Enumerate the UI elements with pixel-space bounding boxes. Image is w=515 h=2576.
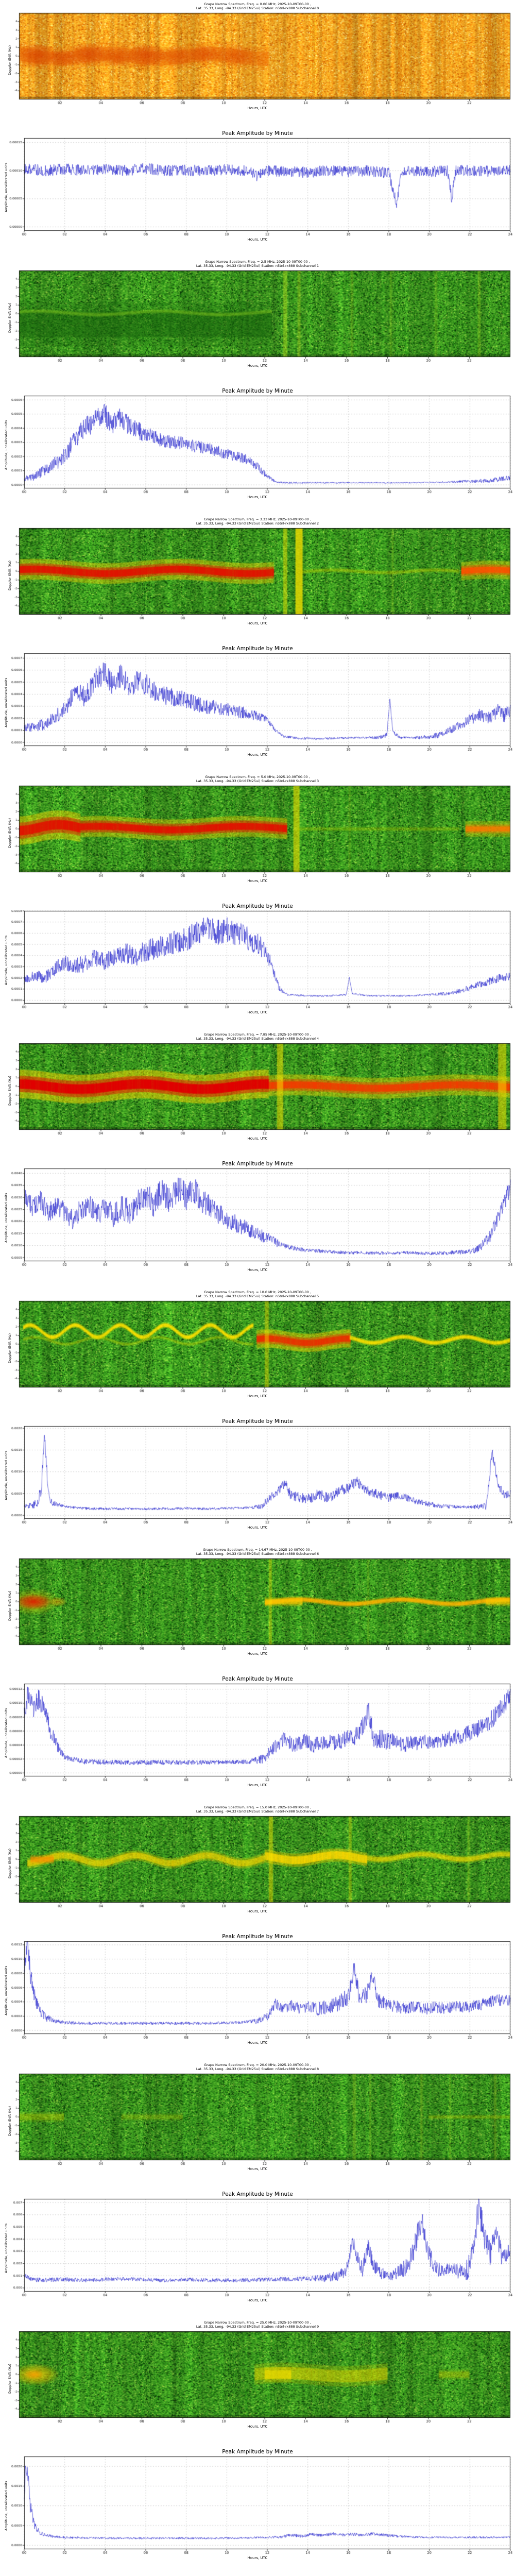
amplitude-plot-canvas: [0, 1683, 515, 1784]
x-axis-label: Hours, UTC: [247, 495, 268, 499]
chart-title: Peak Amplitude by Minute: [222, 1161, 293, 1167]
amplitude-figure: Peak Amplitude by MinuteAmplitude, uncal…: [0, 129, 515, 258]
x-axis-label: Hours, UTC: [247, 2425, 268, 2429]
amplitude-plot-canvas: [0, 2456, 515, 2557]
amplitude-plot-canvas: [0, 653, 515, 754]
x-axis-label: Hours, UTC: [247, 1652, 268, 1656]
chart-title: Grape Narrow Spectrum, Freq. = 10.0 MHz,…: [204, 1290, 311, 1294]
x-axis-label: Hours, UTC: [247, 1137, 268, 1141]
chart-subtitle: Lat. 35.33, Long. -94.33 (Grid EM25ui) S…: [196, 2325, 319, 2329]
x-axis-label: Hours, UTC: [247, 106, 268, 110]
amplitude-figure: Peak Amplitude by MinuteAmplitude, uncal…: [0, 902, 515, 1030]
amplitude-plot-canvas: [0, 2198, 515, 2299]
spectrogram-canvas: [0, 270, 515, 365]
spectrogram-canvas: [0, 528, 515, 622]
amplitude-plot-canvas: [0, 1168, 515, 1269]
spectrogram-figure: Grape Narrow Spectrum, Freq. = 14.67 MHz…: [0, 1546, 515, 1674]
chart-title: Grape Narrow Spectrum, Freq. = 0.06 MHz,…: [204, 2, 311, 6]
spectrogram-figure: Grape Narrow Spectrum, Freq. = 3.33 MHz,…: [0, 515, 515, 644]
chart-title: Grape Narrow Spectrum, Freq. = 7.85 MHz,…: [204, 1032, 311, 1037]
amplitude-plot-canvas: [0, 1941, 515, 2042]
chart-title: Peak Amplitude by Minute: [222, 388, 293, 394]
chart-title: Peak Amplitude by Minute: [222, 2449, 293, 2455]
x-axis-label: Hours, UTC: [247, 1394, 268, 1398]
chart-subtitle: Lat. 35.33, Long. -94.33 (Grid EM25ui) S…: [196, 1552, 319, 1556]
x-axis-label: Hours, UTC: [247, 2167, 268, 2171]
spectrogram-figure: Grape Narrow Spectrum, Freq. = 5.0 MHz, …: [0, 773, 515, 902]
spectrogram-canvas: [0, 12, 515, 107]
x-axis-label: Hours, UTC: [247, 2041, 268, 2045]
spectrogram-canvas: [0, 785, 515, 880]
x-axis-label: Hours, UTC: [247, 2556, 268, 2560]
amplitude-figure: Peak Amplitude by MinuteAmplitude, uncal…: [0, 644, 515, 773]
spectrogram-canvas: [0, 1300, 515, 1395]
x-axis-label: Hours, UTC: [247, 621, 268, 625]
chart-subtitle: Lat. 35.33, Long. -94.33 (Grid EM25ui) S…: [196, 2067, 319, 2071]
chart-subtitle: Lat. 35.33, Long. -94.33 (Grid EM25ui) S…: [196, 779, 319, 783]
amplitude-plot-canvas: [0, 138, 515, 239]
chart-title: Peak Amplitude by Minute: [222, 903, 293, 909]
amplitude-figure: Peak Amplitude by MinuteAmplitude, uncal…: [0, 1159, 515, 1288]
amplitude-figure: Peak Amplitude by MinuteAmplitude, uncal…: [0, 1932, 515, 2061]
chart-title: Peak Amplitude by Minute: [222, 1934, 293, 1940]
x-axis-label: Hours, UTC: [247, 238, 268, 242]
spectrogram-canvas: [0, 1816, 515, 1910]
spectrogram-figure: Grape Narrow Spectrum, Freq. = 20.0 MHz,…: [0, 2061, 515, 2190]
spectrogram-canvas: [0, 2331, 515, 2426]
x-axis-label: Hours, UTC: [247, 1010, 268, 1014]
chart-title: Peak Amplitude by Minute: [222, 130, 293, 137]
x-axis-label: Hours, UTC: [247, 753, 268, 757]
amplitude-plot-canvas: [0, 910, 515, 1011]
chart-subtitle: Lat. 35.33, Long. -94.33 (Grid EM25ui) S…: [196, 521, 319, 526]
chart-title: Peak Amplitude by Minute: [222, 1676, 293, 1682]
spectrogram-figure: Grape Narrow Spectrum, Freq. = 15.0 MHz,…: [0, 1803, 515, 1932]
chart-subtitle: Lat. 35.33, Long. -94.33 (Grid EM25ui) S…: [196, 264, 319, 268]
chart-title: Peak Amplitude by Minute: [222, 646, 293, 652]
spectrogram-canvas: [0, 1043, 515, 1138]
chart-title: Grape Narrow Spectrum, Freq. = 25.0 MHz,…: [204, 2320, 311, 2325]
x-axis-label: Hours, UTC: [247, 1909, 268, 1913]
x-axis-label: Hours, UTC: [247, 1783, 268, 1787]
chart-title: Peak Amplitude by Minute: [222, 1418, 293, 1425]
x-axis-label: Hours, UTC: [247, 364, 268, 368]
spectrogram-figure: Grape Narrow Spectrum, Freq. = 0.06 MHz,…: [0, 0, 515, 129]
spectrogram-canvas: [0, 2073, 515, 2168]
x-axis-label: Hours, UTC: [247, 1526, 268, 1530]
chart-title: Grape Narrow Spectrum, Freq. = 2.5 MHz, …: [205, 260, 310, 264]
chart-title: Peak Amplitude by Minute: [222, 2191, 293, 2197]
chart-subtitle: Lat. 35.33, Long. -94.33 (Grid EM25ui) S…: [196, 1294, 319, 1298]
spectrogram-figure: Grape Narrow Spectrum, Freq. = 2.5 MHz, …: [0, 258, 515, 386]
x-axis-label: Hours, UTC: [247, 2298, 268, 2302]
chart-title: Grape Narrow Spectrum, Freq. = 15.0 MHz,…: [204, 1805, 311, 1809]
amplitude-figure: Peak Amplitude by MinuteAmplitude, uncal…: [0, 1674, 515, 1803]
amplitude-plot-canvas: [0, 1426, 515, 1527]
chart-title: Grape Narrow Spectrum, Freq. = 20.0 MHz,…: [204, 2063, 311, 2067]
amplitude-figure: Peak Amplitude by MinuteAmplitude, uncal…: [0, 2190, 515, 2318]
chart-subtitle: Lat. 35.33, Long. -94.33 (Grid EM25ui) S…: [196, 6, 319, 10]
amplitude-plot-canvas: [0, 395, 515, 496]
spectrogram-canvas: [0, 1558, 515, 1653]
amplitude-figure: Peak Amplitude by MinuteAmplitude, uncal…: [0, 386, 515, 515]
chart-title: Grape Narrow Spectrum, Freq. = 3.33 MHz,…: [204, 517, 311, 521]
spectrogram-figure: Grape Narrow Spectrum, Freq. = 25.0 MHz,…: [0, 2318, 515, 2447]
chart-title: Grape Narrow Spectrum, Freq. = 14.67 MHz…: [203, 1548, 312, 1552]
amplitude-figure: Peak Amplitude by MinuteAmplitude, uncal…: [0, 2447, 515, 2576]
amplitude-figure: Peak Amplitude by MinuteAmplitude, uncal…: [0, 1417, 515, 1546]
spectrogram-figure: Grape Narrow Spectrum, Freq. = 7.85 MHz,…: [0, 1030, 515, 1159]
x-axis-label: Hours, UTC: [247, 1268, 268, 1272]
chart-subtitle: Lat. 35.33, Long. -94.33 (Grid EM25ui) S…: [196, 1809, 319, 1814]
chart-title: Grape Narrow Spectrum, Freq. = 5.0 MHz, …: [205, 775, 310, 779]
chart-subtitle: Lat. 35.33, Long. -94.33 (Grid EM25ui) S…: [196, 1037, 319, 1041]
spectrogram-figure: Grape Narrow Spectrum, Freq. = 10.0 MHz,…: [0, 1288, 515, 1417]
x-axis-label: Hours, UTC: [247, 879, 268, 883]
